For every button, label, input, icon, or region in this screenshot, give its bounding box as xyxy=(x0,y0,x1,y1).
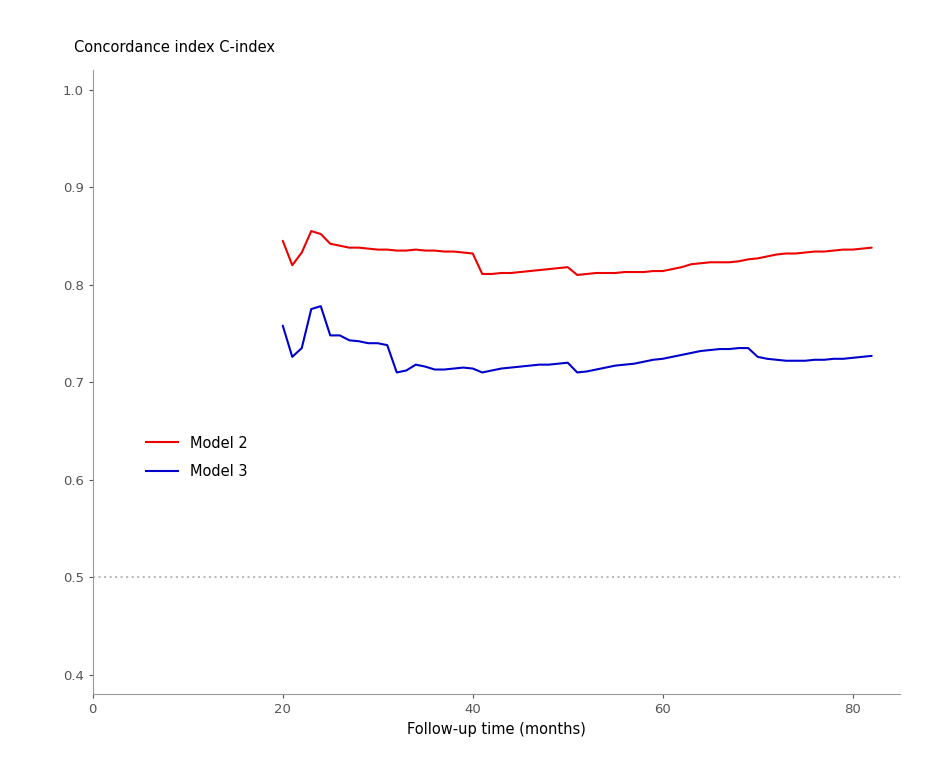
Text: Concordance index C-index: Concordance index C-index xyxy=(74,40,275,55)
X-axis label: Follow-up time (months): Follow-up time (months) xyxy=(407,722,585,737)
Legend: Model 2, Model 3: Model 2, Model 3 xyxy=(140,430,253,484)
